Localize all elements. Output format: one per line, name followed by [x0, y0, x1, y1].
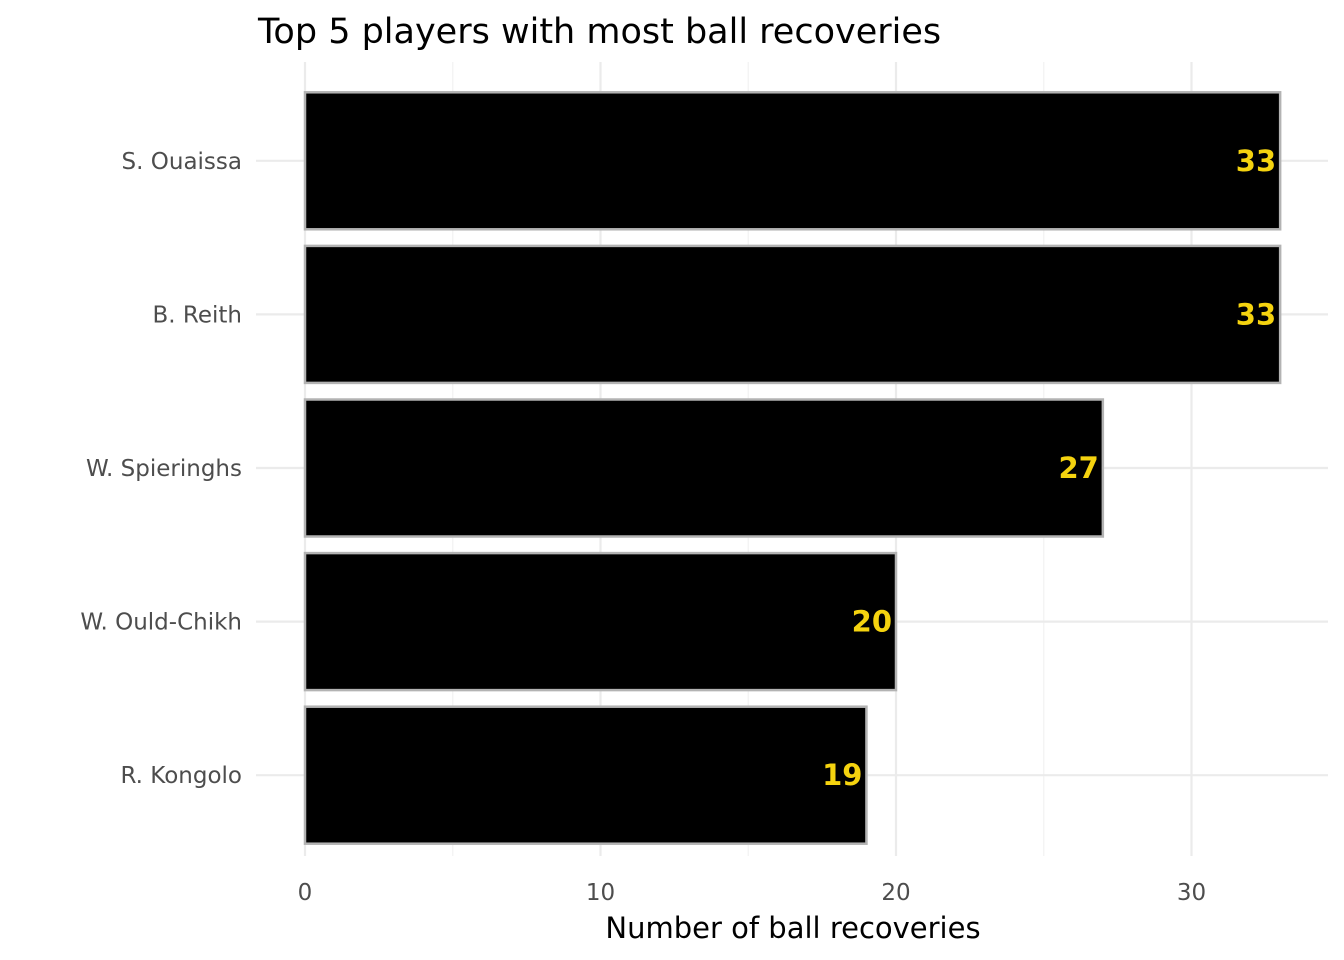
value-label: 27 — [1058, 451, 1098, 485]
x-tick-label: 30 — [1177, 880, 1206, 906]
x-tick-labels: 0 10 20 30 — [298, 880, 1206, 906]
category-labels: S. Ouaissa B. Reith W. Spieringhs W. Ould-C… — [80, 149, 242, 789]
x-tick-label: 10 — [586, 880, 615, 906]
category-label: B. Reith — [153, 302, 242, 328]
bars — [303, 91, 1282, 845]
category-label: W. Spieringhs — [86, 456, 242, 482]
bar — [303, 244, 1282, 385]
value-label: 20 — [852, 605, 892, 639]
category-label: R. Kongolo — [120, 763, 242, 789]
bar — [303, 705, 868, 845]
bar — [303, 398, 1105, 538]
value-labels: 33 33 27 20 19 — [822, 144, 1276, 792]
chart-title: Top 5 players with most ball recoveries — [257, 12, 941, 52]
value-label: 19 — [822, 758, 862, 792]
bar — [303, 91, 1282, 231]
value-label: 33 — [1236, 144, 1276, 178]
bar — [303, 551, 898, 692]
category-label: W. Ould-Chikh — [80, 610, 242, 636]
value-label: 33 — [1236, 297, 1276, 331]
x-tick-label: 20 — [881, 880, 910, 906]
x-tick-label: 0 — [298, 880, 313, 906]
category-label: S. Ouaissa — [122, 149, 242, 175]
x-axis-title: Number of ball recoveries — [605, 911, 980, 945]
